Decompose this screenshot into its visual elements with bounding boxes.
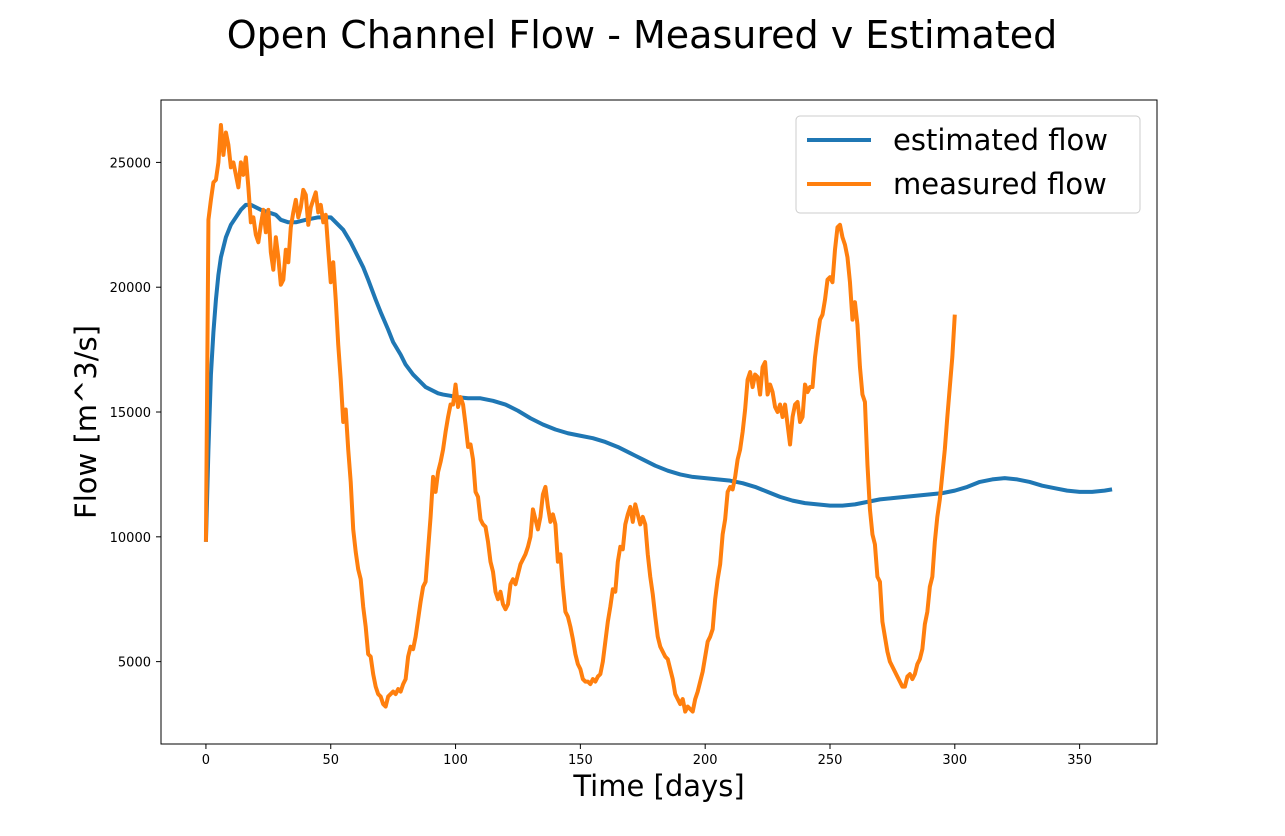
y-tick-label: 10000 [110,531,151,546]
legend-box [795,115,1141,214]
series-layer [203,122,1113,714]
y-tick-label: 25000 [110,156,151,171]
legend-label: estimated flow [893,123,1108,157]
y-tick-label: 15000 [110,406,151,421]
x-tick-label: 200 [693,753,718,768]
legend: estimated flow measured flow [795,115,1141,214]
series-line-measured-flow [203,122,957,714]
x-axis-label: Time [days] [572,769,744,803]
x-tick-label: 250 [818,753,843,768]
x-tick-label: 300 [942,753,967,768]
x-tick-label: 0 [202,753,210,768]
y-axis-label: Flow [m^3/s] [69,325,103,519]
y-axis-ticks: 5000 10000 15000 20000 25000 [110,156,161,671]
x-tick-label: 150 [568,753,593,768]
x-tick-label: 350 [1067,753,1092,768]
x-tick-label: 100 [443,753,468,768]
x-tick-label: 50 [322,753,339,768]
series-line-estimated-flow [203,202,1113,542]
y-tick-label: 20000 [110,281,151,296]
y-tick-label: 5000 [118,656,151,671]
x-axis-ticks: 0 50 100 150 200 250 300 350 [202,744,1092,768]
chart-title: Open Channel Flow - Measured v Estimated [227,13,1058,57]
legend-label: measured flow [893,167,1107,201]
